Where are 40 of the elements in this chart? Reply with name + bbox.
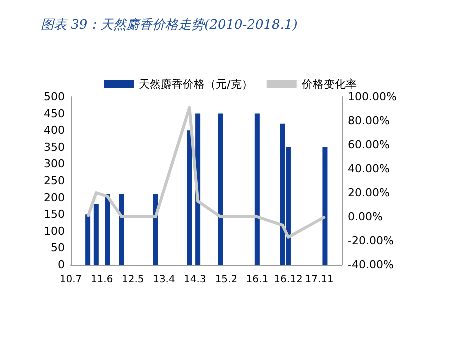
y2-tick-label: 80.00% [348,114,390,128]
y2-tick-label: 100.00% [348,90,397,104]
x-tick-label: 13.4 [153,274,176,286]
legend-label: 天然麝香价格（元/克） [139,78,253,91]
y2-tick-label: 60.00% [348,138,390,152]
y2-tick-label: 20.00% [348,186,390,200]
y-tick-label: 400 [44,124,65,138]
x-tick-label: 14.3 [184,274,206,286]
x-tick-label: 16.12 [274,274,303,286]
bar [187,130,192,265]
x-tick-label: 15.2 [215,274,238,286]
y-tick-label: 450 [44,107,65,120]
y-tick-label: 500 [44,90,65,104]
y-tick-label: 350 [44,140,65,154]
chart-title: 图表 39：天然麝香价格走势(2010-2018.1) [41,18,298,33]
x-tick-label: 17.11 [305,274,334,286]
y2-tick-label: 40.00% [348,162,390,176]
bar [254,114,260,265]
legend-label: 价格变化率 [300,78,357,91]
y-tick-label: 250 [44,174,65,188]
y2-tick-label: 0.00% [348,210,383,224]
y-tick-label: 100 [44,224,65,238]
bar [94,204,99,265]
y-tick-label: 300 [44,158,65,171]
line-series [86,106,327,239]
x-tick-label: 12.5 [122,274,144,286]
bar [105,194,110,265]
y-tick-label: 50 [51,242,65,255]
y-tick-label: 0 [58,258,65,272]
y-tick-label: 200 [44,191,65,204]
x-tick-label: 16.1 [246,274,269,286]
bar [218,114,224,265]
y-tick-label: 150 [44,208,65,222]
bar [119,194,124,265]
bar [86,214,91,265]
x-tick-label: 10.7 [60,274,82,286]
bar [322,147,328,265]
x-tick-label: 11.6 [90,274,114,286]
y2-tick-label: -20.00% [348,234,394,248]
y2-tick-label: -40.00% [348,258,394,272]
